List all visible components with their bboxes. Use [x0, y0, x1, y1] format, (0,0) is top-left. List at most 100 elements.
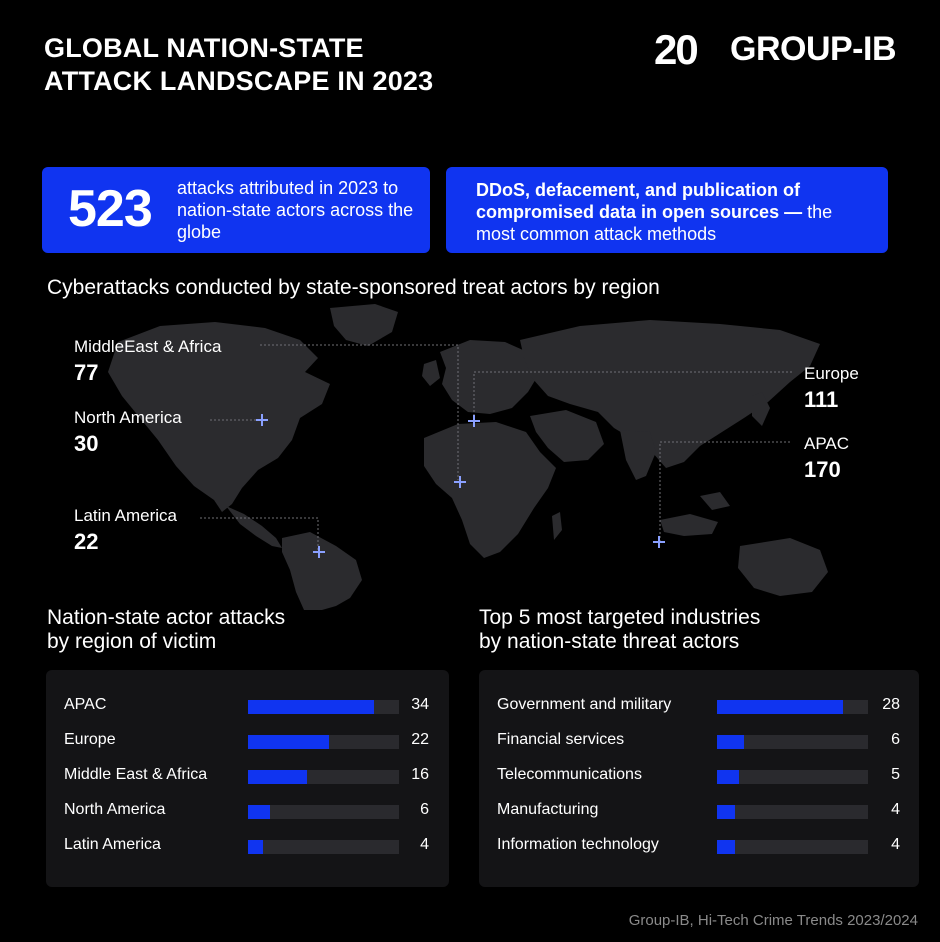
region-value: 170 — [804, 457, 841, 482]
region-europe: Europe 111 — [804, 364, 859, 413]
region-name: Latin America — [74, 506, 177, 525]
region-middle-east-africa: MiddleEast & Africa 77 — [74, 337, 221, 386]
bar — [248, 735, 329, 749]
region-apac: APAC 170 — [804, 434, 849, 483]
bar — [717, 700, 843, 714]
bar-label: Latin America — [64, 836, 161, 853]
region-chart-title: Nation-state actor attacks by region of … — [47, 606, 285, 654]
bar — [717, 805, 735, 819]
title-line-2: ATTACK LANDSCAPE IN 2023 — [44, 66, 434, 96]
bar-label: Financial services — [497, 731, 625, 748]
leader-middle-east-africa — [260, 344, 459, 480]
bar-track — [717, 735, 868, 749]
bar-track — [248, 840, 399, 854]
marker-latin-america — [313, 546, 325, 558]
leader-latin-america — [200, 517, 319, 550]
bar-track — [717, 805, 868, 819]
bar-label: North America — [64, 801, 166, 818]
world-map — [108, 304, 828, 610]
attack-methods-bold: DDoS, defacement, and publication of com… — [476, 180, 803, 222]
bar-value-label: 22 — [411, 731, 429, 748]
bar-track — [717, 700, 868, 714]
region-value: 30 — [74, 431, 99, 456]
bar-row: Information technology 4 — [479, 834, 919, 858]
bar-row: Government and military 28 — [479, 694, 919, 718]
bar-value-label: 5 — [891, 766, 900, 783]
region-chart-title-line-1: Nation-state actor attacks — [47, 606, 286, 629]
marker-middle-east-africa — [454, 476, 466, 488]
bar-value-label: 4 — [891, 801, 900, 818]
bar — [248, 770, 307, 784]
bar-value-label: 28 — [882, 696, 900, 713]
bar — [248, 700, 374, 714]
map-leader-lines — [200, 344, 792, 550]
bar — [717, 770, 739, 784]
industry-chart-title-line-1: Top 5 most targeted industries — [479, 606, 761, 629]
attack-methods-card: DDoS, defacement, and publication of com… — [446, 167, 888, 253]
industry-chart-title-line-2: by nation-state threat actors — [479, 630, 740, 653]
region-name: North America — [74, 408, 182, 427]
bar — [717, 735, 744, 749]
title-line-1: GLOBAL NATION-STATE — [44, 33, 364, 63]
bar — [717, 840, 735, 854]
bar-value-label: 4 — [891, 836, 900, 853]
bar-value-label: 34 — [411, 696, 429, 713]
bar-row: Financial services 6 — [479, 729, 919, 753]
bar-track — [248, 805, 399, 819]
bar-row: Telecommunications 5 — [479, 764, 919, 788]
bar — [248, 840, 263, 854]
bar-label: Telecommunications — [497, 766, 642, 783]
bar-label: Middle East & Africa — [64, 766, 208, 783]
attack-methods-rest: the most common attack methods — [476, 202, 833, 244]
region-name: APAC — [804, 434, 850, 453]
region-name: MiddleEast & Africa — [74, 337, 222, 356]
bar-label: APAC — [64, 696, 107, 713]
bar-label: Manufacturing — [497, 801, 599, 818]
bar-label: Europe — [64, 731, 116, 748]
marker-north-america — [256, 414, 268, 426]
attack-count-card: 523 attacks attributed in 2023 to nation… — [42, 167, 430, 253]
bar-track — [717, 840, 868, 854]
region-chart-panel: APAC 34 Europe 22 Middle East & Africa 16 Nort… — [46, 670, 449, 887]
bar — [248, 805, 270, 819]
bar-track — [248, 700, 399, 714]
leader-europe — [473, 371, 792, 420]
map-title: Cyberattacks conducted by state-sponsore… — [47, 276, 660, 299]
map-markers — [256, 414, 665, 558]
logo-text: GROUP-IB — [730, 30, 897, 68]
bar-row: Manufacturing 4 — [479, 799, 919, 823]
bar-track — [717, 770, 868, 784]
bar-track — [248, 770, 399, 784]
region-north-america: North America 30 — [74, 408, 182, 457]
bar-row: APAC 34 — [46, 694, 449, 718]
world-map-landmass — [108, 304, 828, 610]
marker-apac — [653, 536, 665, 548]
bar-row: Latin America 4 — [46, 834, 449, 858]
bar-value-label: 6 — [891, 731, 900, 748]
logo-number: 20 — [654, 26, 699, 73]
bar-label: Government and military — [497, 696, 672, 713]
attack-methods-text: DDoS, defacement, and publication of com… — [476, 179, 876, 245]
bar-track — [248, 735, 399, 749]
page-title: GLOBAL NATION-STATE ATTACK LANDSCAPE IN … — [44, 32, 433, 98]
industry-chart-title: Top 5 most targeted industries by nation… — [479, 606, 760, 654]
group-ib-logo: 20 GROUP-IB — [654, 26, 924, 73]
region-value: 77 — [74, 360, 99, 385]
region-value: 111 — [804, 387, 839, 412]
bar-value-label: 4 — [420, 836, 429, 853]
bar-row: Middle East & Africa 16 — [46, 764, 449, 788]
bar-row: Europe 22 — [46, 729, 449, 753]
attack-count-text: attacks attributed in 2023 to nation-sta… — [177, 178, 414, 242]
region-value: 22 — [74, 529, 99, 554]
attack-count: 523 — [68, 180, 153, 238]
bar-value-label: 6 — [420, 801, 429, 818]
source-citation: Group-IB, Hi-Tech Crime Trends 2023/2024 — [628, 912, 918, 929]
region-name: Europe — [804, 364, 859, 383]
region-chart-title-line-2: by region of victim — [47, 630, 217, 653]
marker-europe — [468, 415, 480, 427]
bar-value-label: 16 — [411, 766, 429, 783]
region-latin-america: Latin America 22 — [74, 506, 177, 555]
bar-row: North America 6 — [46, 799, 449, 823]
leader-apac — [659, 441, 792, 542]
bar-label: Information technology — [497, 836, 659, 853]
